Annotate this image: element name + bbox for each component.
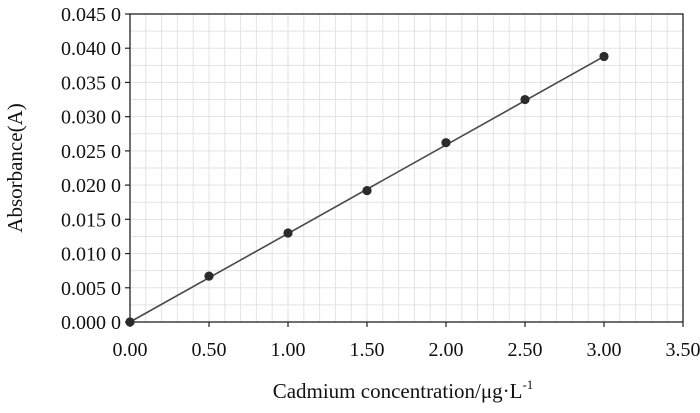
data-point [283, 228, 292, 237]
x-tick-label: 3.50 [666, 339, 700, 361]
x-tick-label: 1.50 [350, 339, 385, 361]
y-tick-label: 0.015 0 [61, 209, 121, 231]
x-axis-title-text: Cadmium concentration/μg·L [273, 379, 523, 403]
y-tick-label: 0.025 0 [61, 141, 121, 163]
x-tick-label: 0.00 [113, 339, 148, 361]
y-axis-title: Absorbance(A) [3, 103, 27, 232]
y-tick-label: 0.010 0 [61, 244, 121, 266]
data-point [599, 52, 608, 61]
x-tick-label: 1.00 [271, 339, 306, 361]
y-tick-label: 0.040 0 [61, 38, 121, 60]
data-point [204, 272, 213, 281]
data-point [362, 186, 371, 195]
data-point [125, 317, 134, 326]
x-tick-label: 0.50 [192, 339, 227, 361]
y-tick-label: 0.045 0 [61, 4, 121, 26]
y-tick-label: 0.030 0 [61, 107, 121, 129]
data-point [441, 138, 450, 147]
y-tick-label: 0.005 0 [61, 278, 121, 300]
x-tick-label: 2.00 [429, 339, 464, 361]
data-point [520, 95, 529, 104]
y-tick-label: 0.020 0 [61, 175, 121, 197]
x-tick-label: 3.00 [587, 339, 622, 361]
y-tick-label: 0.035 0 [61, 72, 121, 94]
y-tick-label: 0.000 0 [61, 312, 121, 334]
x-axis-title: Cadmium concentration/μg·L-1 [273, 377, 534, 403]
x-tick-label: 2.50 [508, 339, 543, 361]
x-axis-title-superscript: -1 [522, 377, 533, 392]
